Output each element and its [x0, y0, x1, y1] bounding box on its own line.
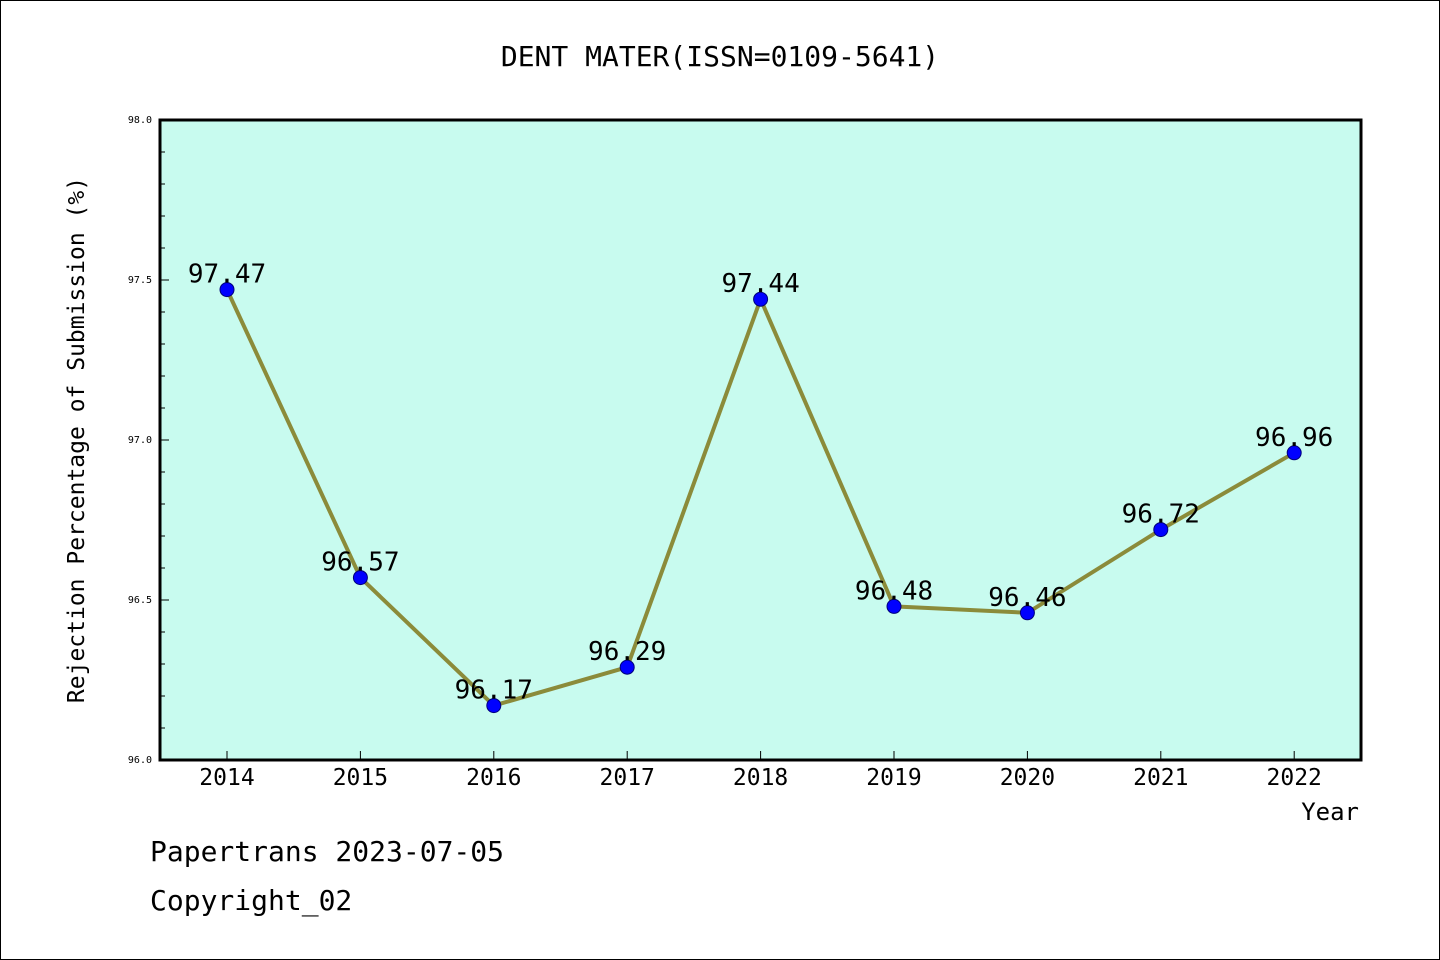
series: 97.47 96.57 96.17 96.29 97.44 96.48 96.46 96.72…	[188, 260, 1333, 714]
data-label: 96.48	[855, 576, 933, 606]
x-tick-label: 2021	[1133, 765, 1188, 791]
y-tick-label: 96.5	[128, 595, 152, 606]
x-tick-label: 2019	[866, 765, 921, 791]
data-label: 96.46	[988, 583, 1066, 613]
data-label: 97.47	[188, 260, 266, 290]
footer-copyright-text: Copyright_02	[150, 884, 353, 917]
x-tick-label: 2015	[333, 765, 388, 791]
data-point	[753, 291, 769, 307]
chart-title: DENT MATER(ISSN=0109-5641)	[501, 40, 939, 73]
data-point	[1019, 605, 1035, 621]
data-label: 96.72	[1122, 500, 1200, 530]
x-tick-label: 2017	[600, 765, 655, 791]
data-label: 96.57	[321, 548, 399, 578]
x-tick-label: 2014	[199, 765, 254, 791]
x-tick-label: 2018	[733, 765, 788, 791]
data-point	[619, 659, 635, 675]
data-label: 96.17	[455, 676, 533, 706]
footer-date-text: Papertrans 2023-07-05	[150, 835, 505, 868]
x-tick-label: 2020	[1000, 765, 1055, 791]
x-axis-label: Year	[1301, 798, 1359, 826]
y-tick-label: 97.5	[128, 275, 152, 286]
data-point	[486, 698, 502, 714]
x-axis: 2014 2015 2016 2017 2018 2019 2020 2021 2022	[199, 751, 1322, 791]
data-point	[1153, 522, 1169, 538]
y-tick-label: 98.0	[128, 115, 152, 126]
plot-area	[158, 118, 1363, 762]
data-point	[886, 598, 902, 614]
data-label: 97.44	[721, 269, 799, 299]
y-axis: 96.0 96.5 97.0 97.5 98.0	[128, 115, 169, 766]
x-tick-label: 2016	[466, 765, 521, 791]
data-label: 96.96	[1255, 423, 1333, 453]
data-label: 96.29	[588, 637, 666, 667]
y-tick-label: 97.0	[128, 435, 152, 446]
y-axis-label: Rejection Percentage of Submission (%)	[64, 177, 90, 703]
data-point	[352, 570, 368, 586]
y-tick-label: 96.0	[128, 755, 152, 766]
data-point	[1286, 445, 1302, 461]
data-point	[219, 282, 235, 298]
x-tick-label: 2022	[1267, 765, 1322, 791]
